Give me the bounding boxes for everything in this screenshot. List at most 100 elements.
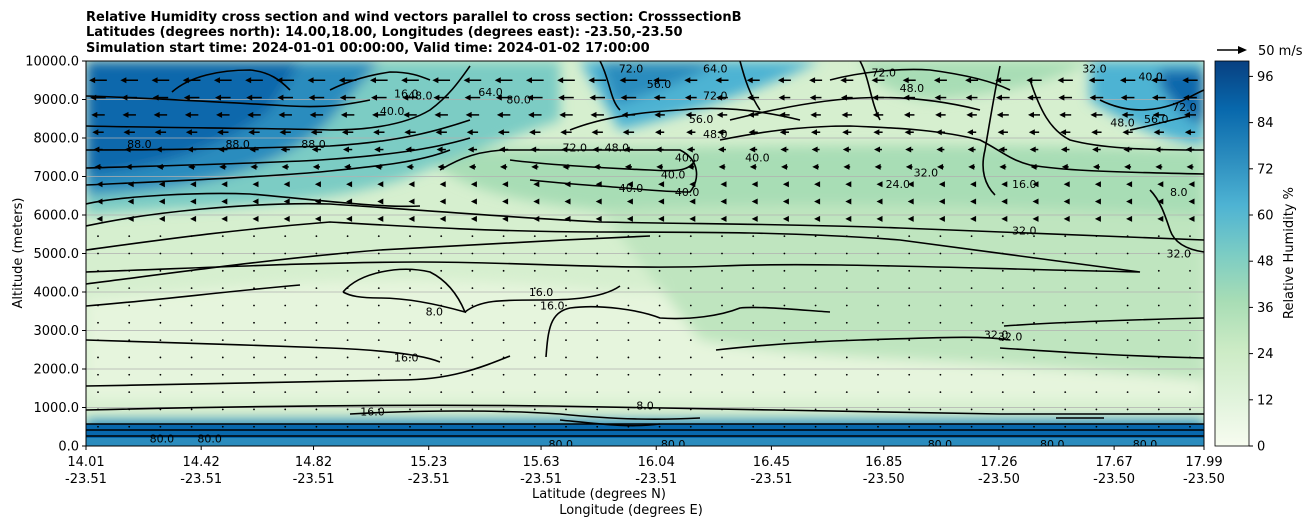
wind-vector-head — [1001, 181, 1008, 188]
wind-vector — [284, 356, 287, 359]
contour-label: 32.0 — [1082, 63, 1107, 76]
wind-vector — [814, 304, 817, 307]
wind-vector — [970, 339, 973, 342]
wind-vector-head — [1155, 163, 1162, 170]
wind-vector — [190, 339, 193, 342]
wind-vector — [627, 235, 630, 238]
wind-vector-head — [904, 129, 911, 136]
wind-vector — [190, 252, 193, 255]
wind-vector — [159, 391, 162, 393]
wind-vector — [814, 269, 817, 272]
wind-vector-head — [653, 94, 660, 101]
colorbar-tick-label: 60 — [1257, 209, 1274, 224]
contour-label: 72.0 — [1172, 101, 1197, 114]
wind-vector-head — [339, 94, 346, 101]
wind-vector-head — [685, 111, 692, 118]
wind-vector — [1189, 391, 1191, 393]
wind-vector-head — [158, 198, 165, 205]
wind-vector-head — [938, 198, 945, 205]
wind-vector — [471, 339, 474, 342]
wind-vector — [221, 269, 224, 272]
wind-vector — [845, 391, 848, 393]
wind-vector — [440, 269, 443, 272]
wind-vector-head — [93, 146, 100, 153]
colorbar: 0 12 24 36 48 60 72 84 96 Relative Humidity % — [1214, 60, 1297, 455]
wind-vector-head — [342, 146, 349, 153]
contour-labels: 80.0 80.088.0 88.0 88.016.040.048.0 64.080.0… — [127, 63, 1197, 451]
contour-line — [982, 65, 1001, 196]
rh-surface-bottom — [86, 438, 1204, 446]
contour-label: 88.0 — [225, 138, 250, 151]
wind-vector-head — [247, 111, 254, 118]
wind-vector — [814, 287, 817, 290]
rh-band-mid-right — [600, 195, 1204, 380]
wind-vector — [596, 287, 599, 290]
wind-vector-head — [283, 198, 290, 205]
wind-vector — [1033, 356, 1035, 359]
wind-vector — [346, 391, 349, 393]
wind-vector — [596, 339, 599, 342]
wind-vector — [627, 356, 630, 359]
wind-vector-head — [91, 111, 98, 118]
wind-vector — [502, 269, 505, 272]
wind-vector — [253, 235, 255, 238]
wind-vector — [284, 408, 287, 411]
wind-vector-head — [1126, 198, 1133, 205]
wind-vector — [845, 408, 848, 411]
wind-vector — [721, 373, 723, 376]
wind-vector-head — [780, 146, 787, 153]
wind-vector-head — [658, 198, 665, 205]
contour-label: 16.0 — [394, 351, 419, 364]
wind-vector-head — [188, 163, 195, 170]
wind-vector-head — [996, 111, 1003, 118]
wind-vector — [596, 408, 599, 411]
wind-vector-head — [1119, 77, 1126, 84]
wind-vector — [1126, 235, 1129, 238]
wind-vector-head — [626, 181, 633, 188]
wind-vector — [877, 339, 879, 342]
wind-vector — [315, 321, 318, 324]
wind-vector-head — [346, 198, 353, 205]
wind-vector — [1001, 252, 1004, 255]
y-tick-label: 2000.0 — [34, 363, 80, 378]
wind-vector — [1095, 373, 1098, 376]
wind-vector-head — [246, 94, 253, 101]
wind-vector-head — [592, 146, 599, 153]
contour-line — [464, 285, 621, 313]
contour-label: 80.0 — [197, 432, 222, 445]
wind-vector — [128, 391, 131, 393]
wind-vector-head — [782, 181, 789, 188]
wind-vector-head — [905, 146, 912, 153]
wind-vector-head — [434, 111, 441, 118]
contour-label: 8.0 — [636, 400, 654, 413]
wind-vector — [721, 321, 723, 324]
wind-vector — [565, 339, 567, 342]
wind-vector-head — [221, 198, 228, 205]
wind-vector-head — [1026, 77, 1033, 84]
wind-vector — [908, 304, 911, 307]
wind-vector-head — [439, 198, 446, 205]
contour-line — [86, 284, 301, 307]
colorbar-gradient — [1214, 60, 1250, 447]
wind-vector-head — [655, 146, 662, 153]
wind-vector — [1126, 391, 1129, 393]
wind-vector-head — [1001, 215, 1008, 222]
wind-vector-head — [156, 163, 163, 170]
wind-vector — [97, 252, 99, 255]
contour-label: 40.0 — [1138, 70, 1163, 83]
wind-vector-head — [96, 215, 103, 222]
contour-line — [545, 305, 831, 358]
contour-label: 80.0 — [1133, 438, 1158, 451]
wind-vector-head — [467, 146, 474, 153]
contour-line — [86, 202, 1204, 241]
wind-vector — [533, 373, 536, 376]
wind-vector — [346, 373, 349, 376]
x-tick-label-lon: -23.51 — [65, 472, 107, 487]
wind-vector-head — [905, 163, 912, 170]
wind-vectors — [89, 77, 1198, 428]
wind-vector — [221, 235, 224, 238]
wind-vector — [1126, 269, 1129, 272]
contour-label: 16.0 — [394, 88, 419, 101]
wind-vector — [783, 391, 786, 393]
rh-band-upper-green — [420, 145, 1204, 215]
